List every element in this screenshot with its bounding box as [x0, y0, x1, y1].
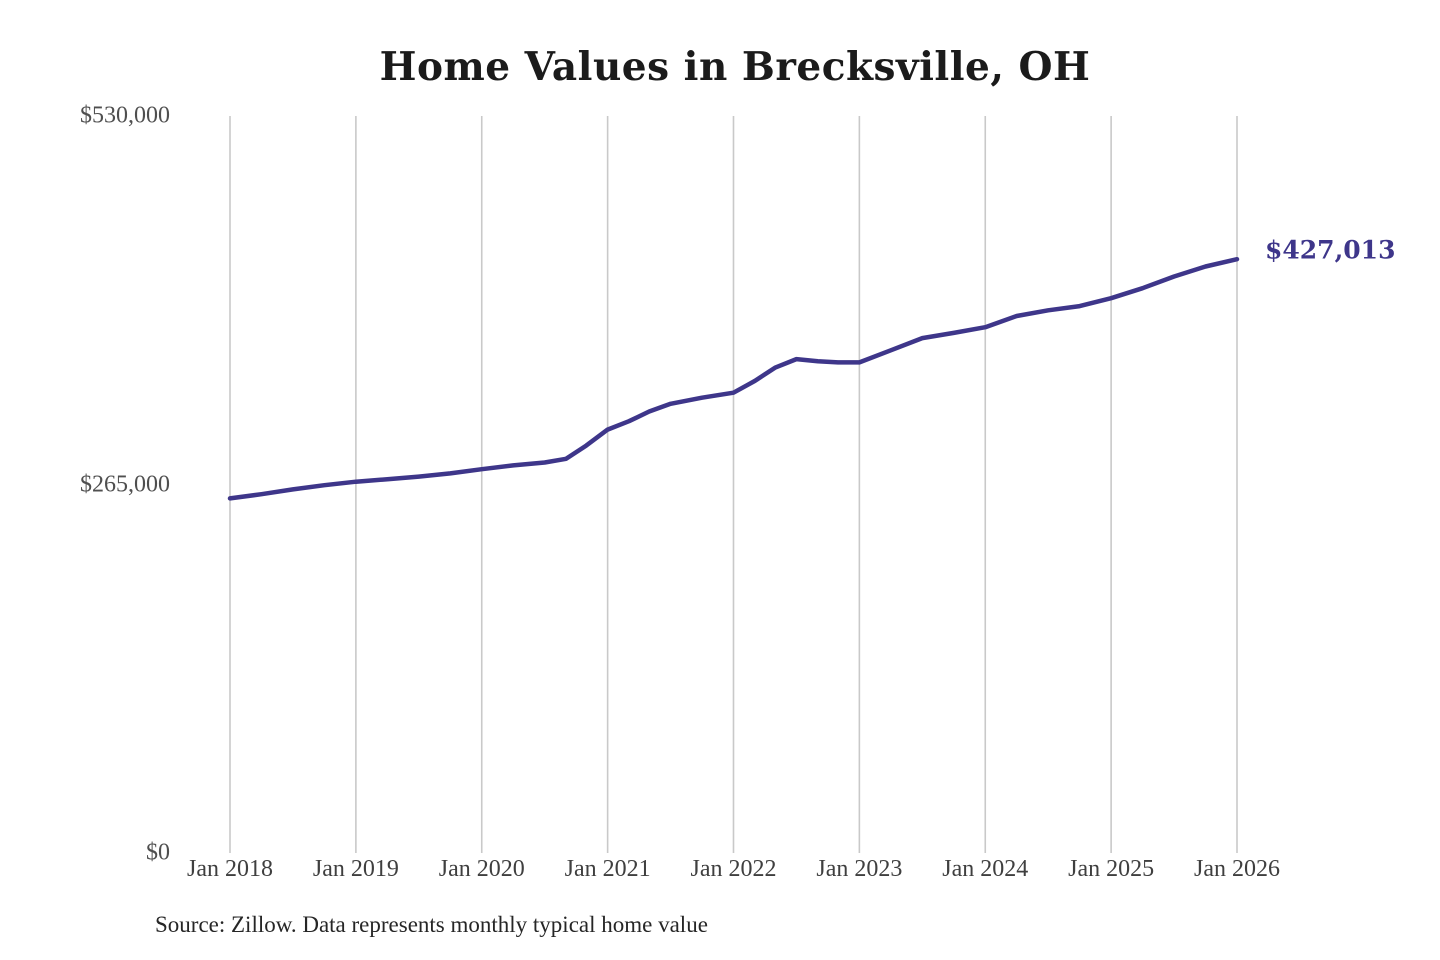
current-value-label: $427,013: [1265, 235, 1396, 265]
chart-title: Home Values in Brecksville, OH: [379, 44, 1091, 90]
x-tick-label: Jan 2022: [690, 856, 777, 882]
x-tick-label: Jan 2018: [187, 856, 273, 882]
x-tick-label: Jan 2024: [942, 856, 1029, 882]
x-tick-label: Jan 2021: [564, 856, 651, 882]
y-tick-label: $530,000: [80, 102, 170, 129]
y-tick-label: $0: [146, 839, 170, 866]
x-tick-label: Jan 2023: [816, 856, 903, 882]
x-tick-label: Jan 2025: [1068, 856, 1155, 882]
source-note: Source: Zillow. Data represents monthly …: [155, 912, 708, 937]
x-tick-label: Jan 2020: [438, 856, 525, 882]
x-tick-label: Jan 2019: [312, 856, 399, 882]
series-line: [227, 256, 1240, 501]
x-tick-label: Jan 2026: [1194, 856, 1280, 882]
y-tick-label: $265,000: [80, 471, 170, 497]
